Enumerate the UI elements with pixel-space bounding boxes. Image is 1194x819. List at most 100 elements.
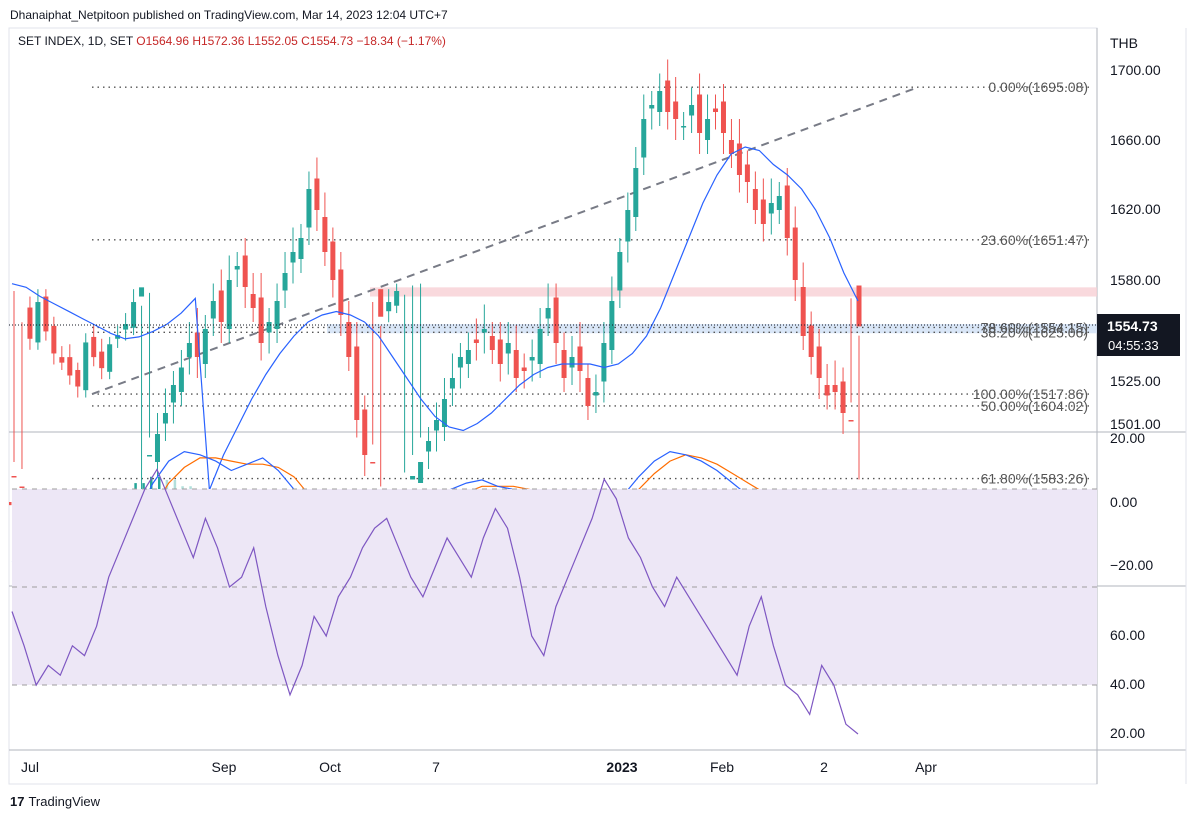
legend-high: H1572.36 [192,34,245,48]
candle-body-30 [250,294,256,308]
candle-body-85 [689,105,695,116]
candle-body-28 [234,266,240,270]
candle-body-99 [800,287,806,336]
legend-change: −18.34 (−1.17%) [356,34,446,48]
candle-body-43 [354,346,360,420]
fib-label-6: 100.00%(1517.86) [973,386,1088,402]
fib-label-3: 50.00%(1604.02) [981,398,1088,414]
candle-body-55 [449,378,455,389]
candle-body-32 [266,322,272,333]
candle-body-38 [314,178,320,210]
candle-body-75 [609,301,615,350]
candle-body-13 [115,335,121,339]
candle-body-36 [298,238,304,259]
time-tick-5: Feb [710,759,734,775]
candle-body-101 [816,346,822,378]
candle-body-105 [848,420,854,422]
candle-body-71 [577,346,583,371]
candle-body-95 [768,203,774,214]
macd-axis-ticks: 20.00 0.00 −20.00 [1110,430,1153,573]
candle-body-78 [633,168,639,217]
bar-countdown: 04:55:33 [1108,338,1159,353]
legend-close: C1554.73 [301,34,354,48]
candle-body-24 [202,329,208,364]
candle-body-57 [465,350,471,364]
brand-name: TradingView [28,794,101,809]
rsi-tick-1: 40.00 [1110,676,1145,692]
candle-body-34 [282,273,288,291]
legend-symbol: SET INDEX, 1D, SET [18,34,133,48]
candle-body-96 [776,196,782,210]
candle-body-20 [170,385,176,403]
candle-body-63 [513,350,519,378]
fib-label-4: 61.80%(1583.26) [981,471,1088,487]
candle-body-46 [378,289,384,317]
candle-body-0 [11,476,17,478]
candle-body-9 [83,342,89,391]
candle-body-14 [123,324,129,330]
candle-body-7 [67,357,73,376]
candle-body-11 [99,351,105,369]
candle-body-10 [91,336,97,358]
price-tick-0: 1700.00 [1110,62,1161,78]
candle-body-41 [338,269,344,315]
rsi-axis-ticks: 60.00 40.00 20.00 [1110,627,1145,741]
price-tick-1: 1660.00 [1110,132,1161,148]
price-zones [327,287,1097,334]
time-tick-4: 2023 [606,759,637,775]
legend-low: L1552.05 [247,34,298,48]
candle-body-83 [673,101,679,119]
candle-body-100 [808,325,814,357]
legend-open: O1564.96 [136,34,189,48]
candle-body-73 [593,392,599,396]
candle-body-61 [497,339,503,364]
candles-layer [11,59,862,492]
zone-support [327,324,1097,334]
candle-body-6 [59,357,65,363]
zone-resistance [370,287,1097,297]
candle-body-47 [386,302,392,312]
candle-body-18 [154,434,160,462]
candle-body-56 [457,357,463,368]
candle-body-48 [394,291,400,306]
candle-body-87 [705,119,711,140]
candle-body-62 [505,343,511,354]
tradingview-brand[interactable]: 17 TradingView [10,794,100,809]
candle-body-51 [418,462,424,483]
time-tick-6: 2 [820,759,828,775]
sma-layer [11,146,859,491]
time-tick-1: Sep [212,759,237,775]
candle-body-19 [162,413,168,424]
candle-body-64 [521,367,527,371]
candle-body-50 [410,476,416,480]
tradingview-logo-icon: 17 [10,794,25,809]
candle-body-68 [553,297,559,343]
candle-body-77 [625,210,631,242]
candle-body-26 [218,290,224,322]
last-price-value: 1554.73 [1107,318,1158,334]
candle-body-2 [27,307,33,339]
sma-line [11,146,859,491]
rsi-line [11,468,859,735]
candle-body-58 [473,339,479,343]
fib-label-0: 0.00%(1695.08) [988,79,1088,95]
time-axis-ticks: Jul Sep Oct 7 2023 Feb 2 Apr [21,759,937,775]
candle-body-81 [657,91,663,112]
candle-body-79 [641,119,647,158]
candle-body-25 [210,301,216,319]
candle-body-98 [792,227,798,280]
candle-body-17 [147,455,153,457]
macd-tick-1: 0.00 [1110,494,1137,510]
candle-body-82 [665,80,671,112]
macd-tick-0: 20.00 [1110,430,1145,446]
candle-body-22 [186,343,192,357]
time-tick-2: Oct [319,759,341,775]
candle-body-42 [346,322,352,357]
candle-body-45 [370,462,376,464]
macd-tick-2: −20.00 [1110,557,1153,573]
candle-body-21 [178,367,184,392]
candle-body-40 [330,241,336,280]
fib-label-5: 78.60%(1554.15) [981,319,1088,335]
candle-body-102 [824,385,830,396]
